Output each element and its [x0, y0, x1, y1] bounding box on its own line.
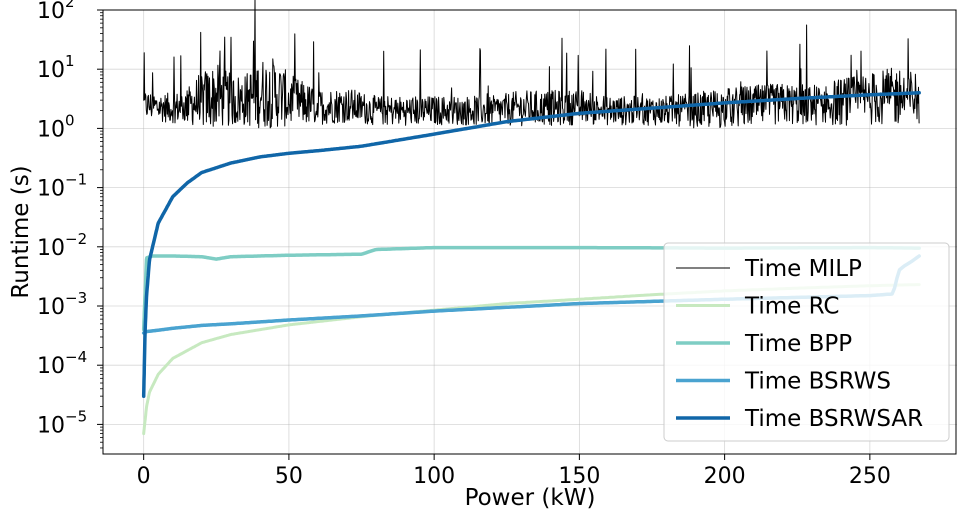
y-tick-label: 10−1 — [37, 171, 87, 202]
y-axis-label: Runtime (s) — [8, 165, 34, 298]
y-tick-label: 10−2 — [37, 230, 87, 261]
x-tick-label: 250 — [849, 464, 891, 489]
axis-ticks: 0 50 100 150 200 250 102 101 100 10−1 10−2 10−3 10−4… — [37, 0, 891, 489]
y-tick-label: 10−3 — [37, 289, 87, 320]
x-tick-label: 200 — [704, 464, 746, 489]
x-tick-label: 150 — [558, 464, 600, 489]
x-tick-label: 50 — [275, 464, 303, 489]
y-tick-label: 10−4 — [37, 348, 87, 379]
x-tick-label: 0 — [137, 464, 151, 489]
y-tick-label: 102 — [37, 0, 75, 24]
legend-label: Time BPP — [744, 331, 852, 357]
legend-label: Time RC — [744, 294, 840, 320]
legend-box — [663, 242, 950, 442]
y-tick-label: 101 — [37, 52, 75, 83]
series-line-time-bsrwsar — [141, 91, 921, 398]
y-tick-label: 100 — [37, 111, 75, 142]
x-tick-label: 100 — [413, 464, 455, 489]
x-axis-label: Power (kW) — [465, 485, 596, 510]
legend-label: Time BSRWS — [744, 369, 891, 395]
legend: Time MILP Time RC Time BPP Time BSRWS Time B… — [663, 242, 950, 442]
plot-frame — [102, 9, 957, 455]
y-tick-label: 10−5 — [37, 407, 87, 438]
legend-label: Time MILP — [744, 256, 862, 282]
legend-label: Time BSRWSAR — [744, 406, 923, 432]
series-line-time-milp — [143, 0, 920, 129]
